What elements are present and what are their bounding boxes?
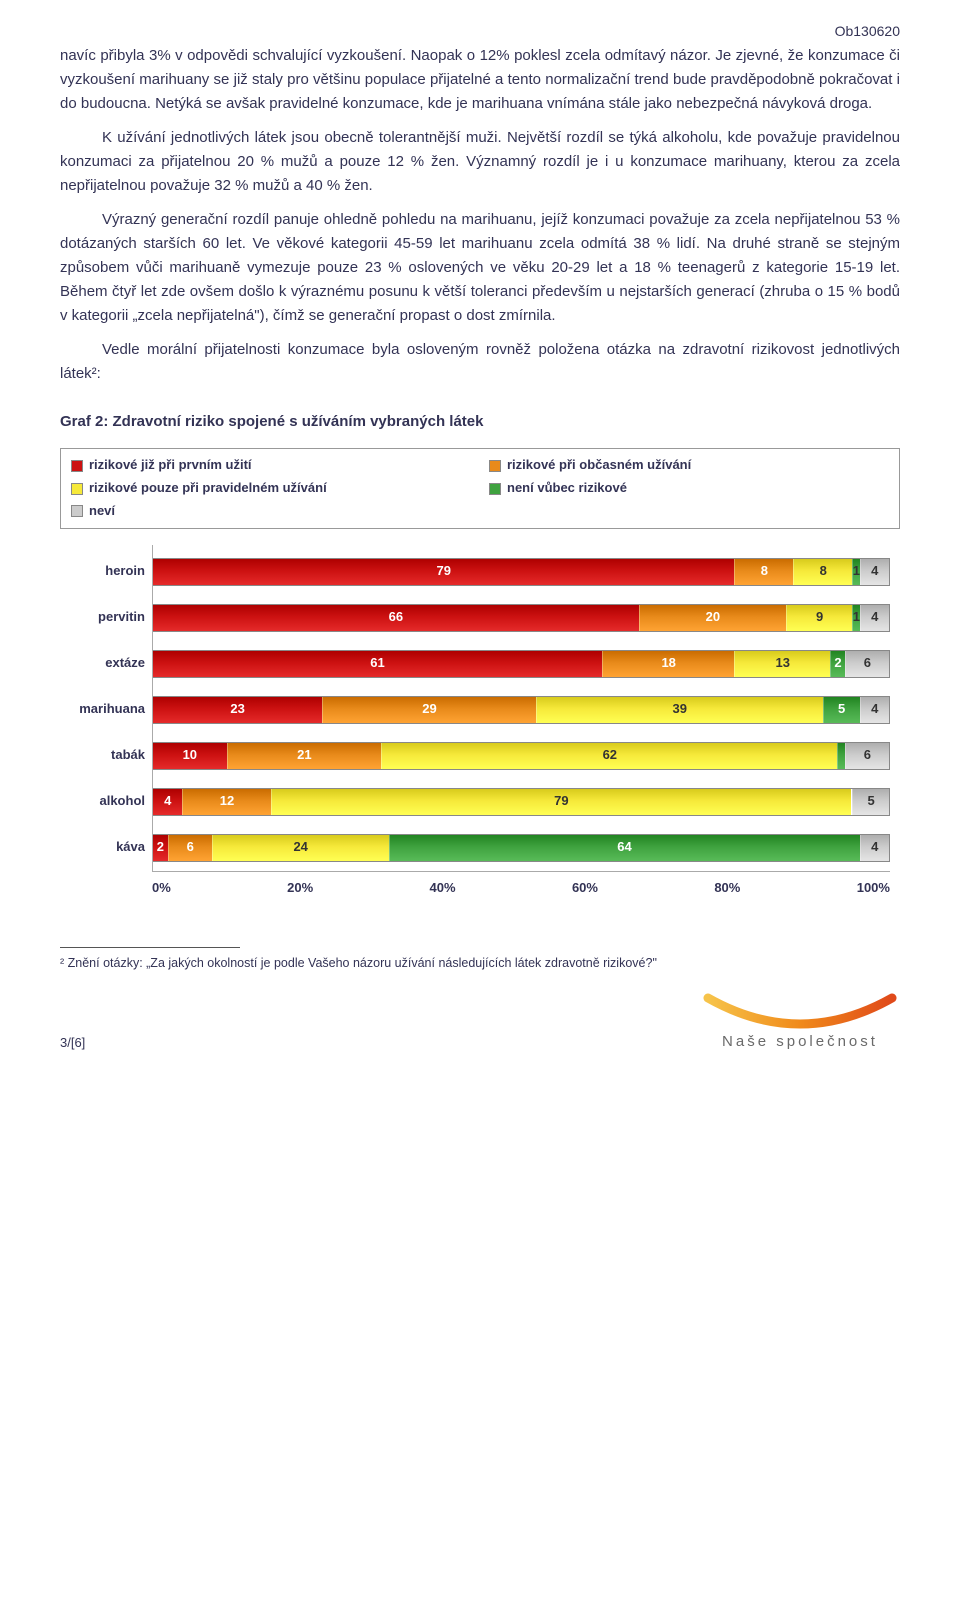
bar-segment: 39 <box>536 697 823 723</box>
bar-segment <box>837 743 844 769</box>
bar-segment: 2 <box>830 651 845 677</box>
logo-text: Naše společnost <box>722 1030 878 1054</box>
bar-segment: 4 <box>860 835 889 861</box>
paragraph-1: navíc přibyla 3% v odpovědi schvalující … <box>60 44 900 116</box>
bar-segment: 9 <box>786 605 852 631</box>
bar-segment: 5 <box>823 697 860 723</box>
bar-segment: 4 <box>153 789 182 815</box>
bar-row: tabák1021626 <box>153 733 890 779</box>
bar-segment: 61 <box>153 651 602 677</box>
legend-item: rizikové již při prvním užití <box>71 455 471 476</box>
bar-segment: 18 <box>602 651 734 677</box>
header-code: Ob130620 <box>60 20 900 42</box>
bar-segment: 6 <box>845 743 889 769</box>
footnote-separator <box>60 947 240 948</box>
bar-segment: 1 <box>852 559 859 585</box>
bar-segment: 20 <box>639 605 786 631</box>
legend-label: rizikové pouze při pravidelném užívání <box>89 478 327 499</box>
bar-segment: 2 <box>153 835 168 861</box>
legend-label: rizikové při občasném užívání <box>507 455 691 476</box>
bar-segment: 8 <box>793 559 852 585</box>
bar-row: marihuana23293954 <box>153 687 890 733</box>
footnote-text: ² Znění otázky: „Za jakých okolností je … <box>60 954 900 972</box>
bar-segment: 79 <box>271 789 852 815</box>
bar-segment: 66 <box>153 605 639 631</box>
bar-stack: 102162 6 <box>153 742 890 770</box>
bar-category-label: alkohol <box>61 791 145 812</box>
bar-segment: 6 <box>168 835 212 861</box>
bar-segment: 21 <box>227 743 382 769</box>
bar-stack: 2624644 <box>153 834 890 862</box>
chart-xaxis: 0% 20% 40% 60% 80% 100% <box>152 878 890 899</box>
page-number: 3/[6] <box>60 1033 85 1054</box>
paragraph-2: K užívání jednotlivých látek jsou obecně… <box>60 126 900 198</box>
legend-label: neví <box>89 501 115 522</box>
bar-segment: 64 <box>389 835 860 861</box>
bar-segment: 13 <box>734 651 830 677</box>
bar-segment: 29 <box>322 697 535 723</box>
paragraph-3: Výrazný generační rozdíl panuje ohledně … <box>60 208 900 328</box>
bar-row: pervitin6620914 <box>153 595 890 641</box>
bar-segment: 6 <box>845 651 889 677</box>
legend-swatch <box>71 505 83 517</box>
bar-segment: 1 <box>852 605 859 631</box>
bar-row: káva2624644 <box>153 825 890 871</box>
bar-segment: 10 <box>153 743 227 769</box>
legend-swatch <box>489 460 501 472</box>
chart-title: Graf 2: Zdravotní riziko spojené s užívá… <box>60 410 900 434</box>
xaxis-tick: 60% <box>572 878 598 899</box>
xaxis-tick: 0% <box>152 878 171 899</box>
bar-stack: 798814 <box>153 558 890 586</box>
legend-item: rizikové při občasném užívání <box>489 455 889 476</box>
bar-stack: 23293954 <box>153 696 890 724</box>
bar-category-label: tabák <box>61 745 145 766</box>
chart-area: heroin798814pervitin6620914extáze6118132… <box>60 545 900 899</box>
legend-swatch <box>489 483 501 495</box>
xaxis-tick: 40% <box>430 878 456 899</box>
bar-segment: 8 <box>734 559 793 585</box>
bar-row: heroin798814 <box>153 549 890 595</box>
legend-item: neví <box>71 501 471 522</box>
bar-segment: 4 <box>860 559 889 585</box>
bar-row: alkohol412795 <box>153 779 890 825</box>
bar-segment: 12 <box>182 789 270 815</box>
footer-logo: Naše společnost <box>700 990 900 1054</box>
bar-category-label: heroin <box>61 561 145 582</box>
bar-row: extáze61181326 <box>153 641 890 687</box>
xaxis-tick: 100% <box>857 878 890 899</box>
bar-segment: 23 <box>153 697 322 723</box>
bar-stack: 6620914 <box>153 604 890 632</box>
bar-category-label: marihuana <box>61 699 145 720</box>
bar-segment: 24 <box>212 835 389 861</box>
bar-segment: 62 <box>381 743 837 769</box>
bar-segment: 4 <box>860 697 889 723</box>
bar-category-label: káva <box>61 837 145 858</box>
legend-item: není vůbec rizikové <box>489 478 889 499</box>
bar-category-label: extáze <box>61 653 145 674</box>
bar-segment: 5 <box>852 789 889 815</box>
chart-legend: rizikové již při prvním užití rizikové př… <box>60 448 900 528</box>
legend-label: není vůbec rizikové <box>507 478 627 499</box>
legend-swatch <box>71 483 83 495</box>
legend-swatch <box>71 460 83 472</box>
paragraph-4: Vedle morální přijatelnosti konzumace by… <box>60 338 900 386</box>
legend-label: rizikové již při prvním užití <box>89 455 252 476</box>
bar-segment: 79 <box>153 559 734 585</box>
bar-stack: 412795 <box>153 788 890 816</box>
xaxis-tick: 80% <box>714 878 740 899</box>
bar-segment: 4 <box>860 605 889 631</box>
bar-category-label: pervitin <box>61 607 145 628</box>
legend-item: rizikové pouze při pravidelném užívání <box>71 478 471 499</box>
bar-stack: 61181326 <box>153 650 890 678</box>
xaxis-tick: 20% <box>287 878 313 899</box>
